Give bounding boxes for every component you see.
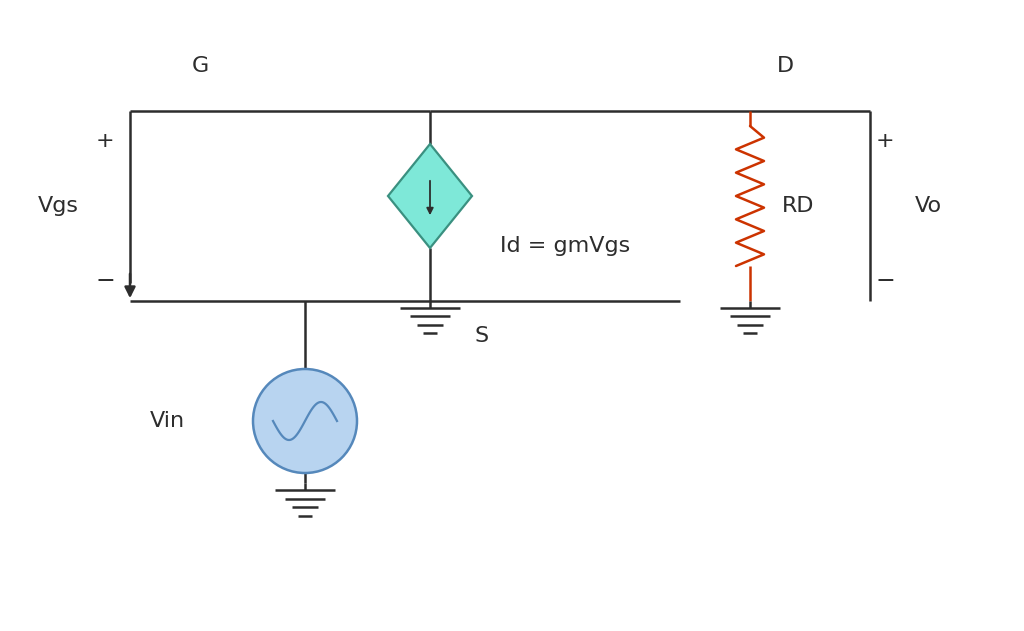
Text: D: D	[776, 56, 794, 76]
Text: +: +	[95, 131, 115, 151]
Text: RD: RD	[782, 196, 814, 216]
Text: −: −	[876, 269, 895, 293]
Text: Vo: Vo	[915, 196, 942, 216]
Text: S: S	[475, 326, 489, 346]
Text: Vgs: Vgs	[38, 196, 79, 216]
Text: Id = gmVgs: Id = gmVgs	[500, 236, 630, 256]
Text: G: G	[191, 56, 209, 76]
Text: +: +	[876, 131, 894, 151]
Circle shape	[253, 369, 357, 473]
Text: −: −	[95, 269, 115, 293]
Polygon shape	[388, 144, 472, 248]
Text: Vin: Vin	[150, 411, 185, 431]
